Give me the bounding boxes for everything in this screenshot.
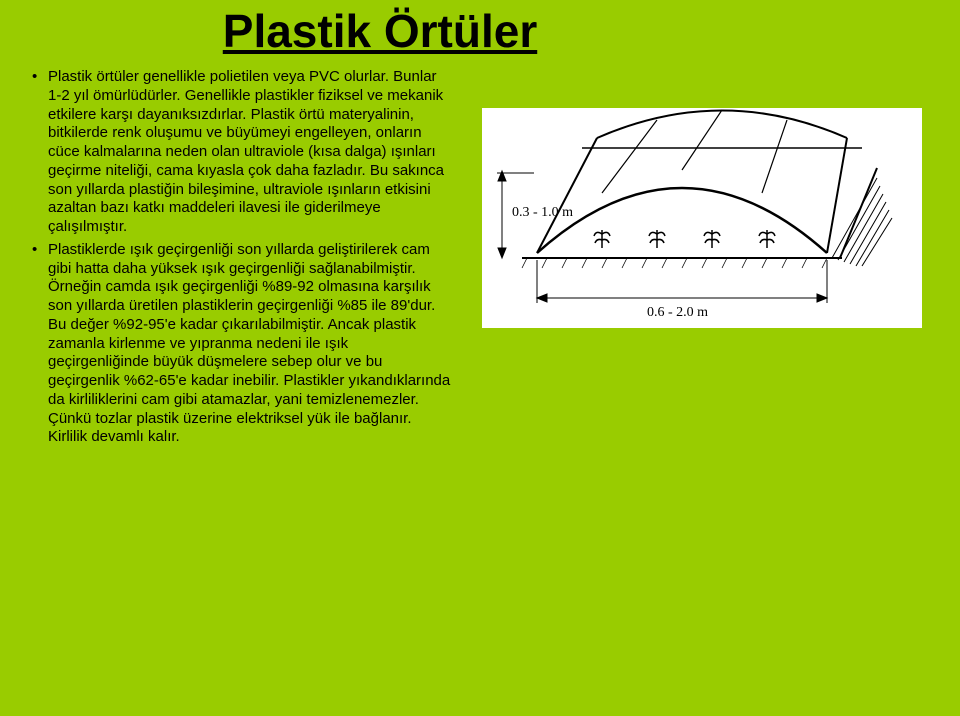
height-label: 0.3 - 1.0 m: [512, 205, 573, 220]
bullet-item: Plastik örtüler genellikle polietilen ve…: [32, 68, 452, 237]
width-label: 0.6 - 2.0 m: [647, 305, 708, 320]
slide-title: Plastik Örtüler: [120, 0, 640, 58]
text-column: Plastik örtüler genellikle polietilen ve…: [32, 68, 452, 451]
tunnel-diagram: 0.3 - 1.0 m 0.6 - 2.0 m: [482, 108, 922, 328]
diagram-column: 0.3 - 1.0 m 0.6 - 2.0 m: [468, 68, 936, 451]
bullet-item: Plastiklerde ışık geçirgenliği son yılla…: [32, 241, 452, 447]
content-row: Plastik örtüler genellikle polietilen ve…: [0, 58, 960, 451]
slide: Plastik Örtüler Plastik örtüler genellik…: [0, 0, 960, 716]
tunnel-svg: 0.3 - 1.0 m 0.6 - 2.0 m: [482, 108, 922, 328]
